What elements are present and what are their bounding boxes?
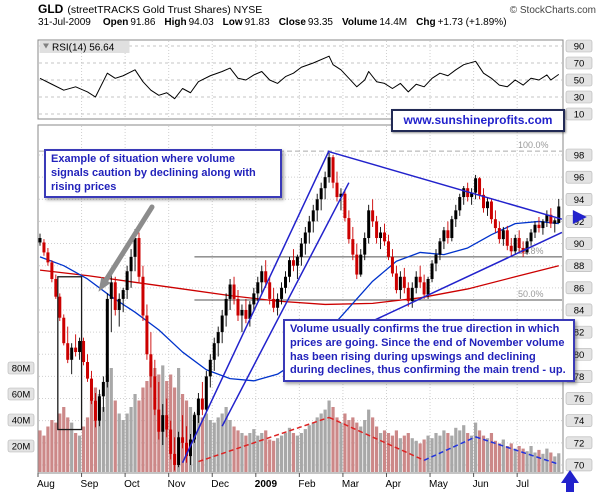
svg-text:76: 76 <box>574 394 585 405</box>
svg-text:Aug: Aug <box>37 479 55 490</box>
quote-high: High 94.03 <box>164 17 214 28</box>
ticker-symbol: GLD <box>38 2 64 16</box>
svg-text:80M: 80M <box>12 364 31 375</box>
quote-low: Low 91.83 <box>222 17 270 28</box>
svg-text:Oct: Oct <box>124 479 140 490</box>
svg-text:May: May <box>429 479 448 490</box>
svg-text:94: 94 <box>574 195 585 206</box>
svg-text:70: 70 <box>574 59 585 70</box>
svg-text:88: 88 <box>574 261 585 272</box>
svg-text:30: 30 <box>574 93 585 104</box>
quote-change: Chg +1.73 (+1.89%) <box>416 17 507 28</box>
svg-text:Dec: Dec <box>211 479 229 490</box>
svg-text:98: 98 <box>574 151 585 162</box>
svg-text:100.0%: 100.0% <box>518 140 549 150</box>
sunshineprofits-watermark-link[interactable]: www.sunshineprofits.com <box>391 109 565 132</box>
svg-text:96: 96 <box>574 173 585 184</box>
svg-text:90: 90 <box>574 239 585 250</box>
svg-text:84: 84 <box>574 305 585 316</box>
svg-text:80: 80 <box>574 350 585 361</box>
quote-date: 31-Jul-2009 <box>38 17 91 28</box>
svg-text:Nov: Nov <box>168 479 186 490</box>
quote-volume: Volume 14.4M <box>341 17 408 28</box>
svg-text:Jun: Jun <box>473 479 489 490</box>
stockcharts-copyright: © StockCharts.com <box>509 5 596 16</box>
svg-text:74: 74 <box>574 416 585 427</box>
quote-bar: 31-Jul-2009 Open 91.86 High 94.03 Low 91.83… <box>38 17 596 30</box>
svg-text:40M: 40M <box>12 416 31 427</box>
svg-text:Feb: Feb <box>298 479 316 490</box>
chart-header: GLD (streetTRACKS Gold Trust Shares) NYS… <box>38 2 596 16</box>
svg-text:61.8%: 61.8% <box>518 246 544 256</box>
svg-text:Apr: Apr <box>385 479 401 490</box>
svg-text:Mar: Mar <box>342 479 360 490</box>
quote-close: Close 93.35 <box>278 17 333 28</box>
svg-text:82: 82 <box>574 328 585 339</box>
svg-text:78: 78 <box>574 372 585 383</box>
svg-text:20M: 20M <box>12 442 31 453</box>
svg-text:72: 72 <box>574 438 585 449</box>
annotation-volume-confirms-note: Volume usually confirms the true directi… <box>283 319 575 382</box>
ticker-name: (streetTRACKS Gold Trust Shares) NYSE <box>67 4 263 16</box>
svg-text:86: 86 <box>574 283 585 294</box>
svg-text:50.0%: 50.0% <box>518 289 544 299</box>
svg-text:10: 10 <box>574 110 585 121</box>
svg-text:92: 92 <box>574 217 585 228</box>
svg-text:90: 90 <box>574 42 585 53</box>
svg-text:70: 70 <box>574 460 585 471</box>
svg-text:50: 50 <box>574 76 585 87</box>
svg-text:Sep: Sep <box>81 479 99 490</box>
svg-text:2009: 2009 <box>255 479 278 490</box>
svg-text:RSI(14) 56.64: RSI(14) 56.64 <box>52 43 115 54</box>
svg-text:Jul: Jul <box>516 479 529 490</box>
annotation-volume-caution-note: Example of situation where volume signal… <box>44 149 282 199</box>
svg-text:60M: 60M <box>12 390 31 401</box>
quote-open: Open 91.86 <box>102 17 156 28</box>
